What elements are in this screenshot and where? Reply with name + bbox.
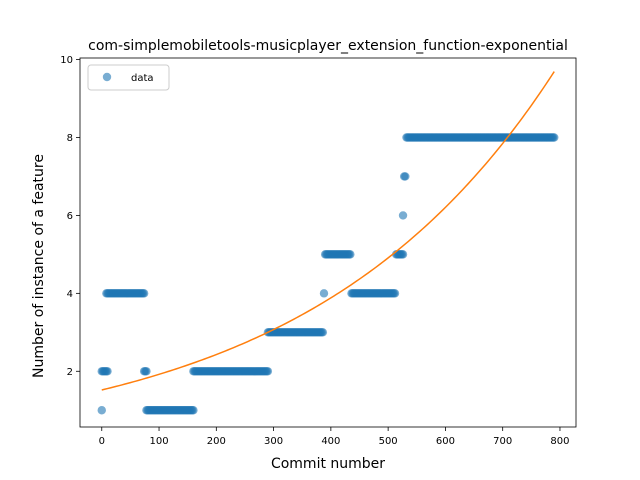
- data-point: [189, 406, 198, 415]
- data-point: [103, 367, 112, 376]
- data-point: [346, 250, 355, 259]
- data-point: [390, 289, 400, 298]
- legend: data: [87, 64, 170, 91]
- x-tick-label: 600: [436, 436, 455, 447]
- y-tick-label: 10: [60, 55, 73, 66]
- data-point: [97, 406, 106, 415]
- x-tick-label: 100: [149, 436, 168, 447]
- fit-line: [101, 71, 555, 391]
- x-tick-label: 0: [99, 436, 105, 447]
- x-axis-label: Commit number: [271, 456, 385, 472]
- x-tick-label: 300: [264, 436, 283, 447]
- axes: 0 100 200 300 400 500 600 700 800 2 4 6 8 10: [60, 55, 577, 447]
- y-axis-label: Number of instance of a feature: [31, 154, 47, 378]
- y-tick-label: 4: [67, 289, 73, 300]
- legend-box: [87, 64, 170, 91]
- data-point: [401, 172, 410, 181]
- axes-frame: [79, 57, 577, 428]
- legend-marker: [102, 72, 112, 82]
- x-tick-label: 400: [321, 436, 340, 447]
- x-tick-label: 200: [207, 436, 226, 447]
- legend-label: data: [131, 73, 154, 84]
- data-point: [318, 328, 328, 337]
- y-tick-label: 8: [67, 133, 73, 144]
- x-tick-label: 700: [493, 436, 512, 447]
- data-point: [142, 367, 151, 376]
- data-point: [139, 289, 149, 298]
- data-point: [550, 133, 559, 142]
- x-tick-label: 500: [379, 436, 398, 447]
- data-point: [398, 211, 408, 220]
- data-point: [263, 367, 273, 376]
- x-tick-label: 800: [550, 436, 569, 447]
- y-tick-label: 2: [67, 367, 73, 378]
- data-point: [398, 250, 408, 259]
- data-point: [319, 289, 329, 298]
- y-tick-label: 6: [67, 211, 73, 222]
- plot-area: [97, 71, 559, 415]
- chart-title: com-simplemobiletools-musicplayer_extens…: [88, 38, 568, 54]
